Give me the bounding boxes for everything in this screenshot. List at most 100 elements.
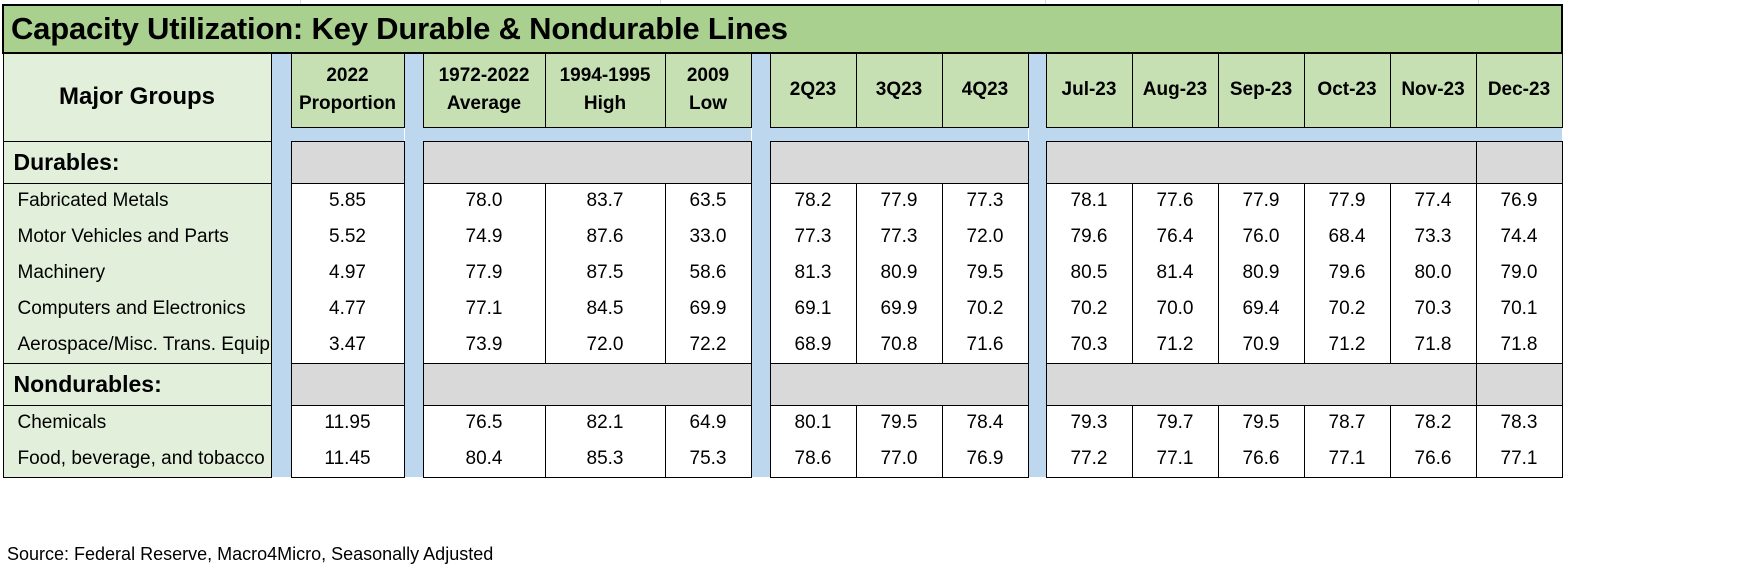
value-cell: 58.6 [664,255,752,291]
spacer-column [751,291,770,327]
sheet-gridline [300,0,301,4]
value-cell: 84.5 [544,291,666,327]
section-label-durables: Durables: [2,140,272,184]
value-cell: 79.6 [1303,255,1391,291]
row-label: Food, beverage, and tobacco [2,441,272,478]
value-cell: 80.0 [1389,255,1477,291]
capacity-utilization-table: Capacity Utilization: Key Durable & Nond… [2,4,1563,478]
spacer-column [751,441,770,477]
value-cell: 78.2 [1389,404,1477,441]
section-fill [290,362,405,406]
sheet-gridline [660,0,661,4]
value-cell: 77.9 [1217,182,1305,219]
table-row: Chemicals 11.95 76.5 82.1 64.9 80.1 79.5 78.4 79… [2,404,1563,441]
spacer-column [271,183,291,219]
spacer-column [751,327,770,363]
header-low: 2009 Low [664,52,752,128]
value-cell: 80.9 [1217,255,1305,291]
value-cell: 76.0 [1217,219,1305,255]
row-label: Fabricated Metals [2,182,272,219]
value-cell: 79.7 [1131,404,1219,441]
table-row: Motor Vehicles and Parts 5.52 74.9 87.6 33.0… [2,219,1563,255]
table-title: Capacity Utilization: Key Durable & Nond… [2,4,1563,54]
spacer-row [1390,127,1476,141]
spacer-column [271,441,291,477]
value-cell: 69.9 [855,291,943,327]
spacer-column [1028,291,1046,327]
table-row: Aerospace/Misc. Trans. Equip 3.47 73.9 72.0… [2,327,1563,364]
value-cell: 77.9 [422,255,546,291]
value-cell: 83.7 [544,182,666,219]
spacer-column [751,405,770,441]
spacer-row [1132,127,1218,141]
value-cell: 73.3 [1389,219,1477,255]
section-fill [290,140,405,184]
spacer-column [404,441,423,477]
value-cell: 68.9 [769,327,857,364]
value-cell: 70.3 [1045,327,1133,364]
value-cell: 77.3 [855,219,943,255]
spacer-column [1028,327,1046,363]
spacer-row [1476,127,1562,141]
value-cell: 71.2 [1131,327,1219,364]
value-cell: 70.8 [855,327,943,364]
row-label: Computers and Electronics [2,291,272,327]
value-cell: 5.52 [290,219,405,255]
section-fill [422,362,752,406]
value-cell: 69.9 [664,291,752,327]
spacer-column [751,183,770,219]
spacer-column [271,255,291,291]
spacer-column [1028,219,1046,255]
spacer-column [404,327,423,363]
row-label: Motor Vehicles and Parts [2,219,272,255]
value-cell: 79.3 [1045,404,1133,441]
value-cell: 85.3 [544,441,666,478]
section-fill [422,140,752,184]
value-cell: 64.9 [664,404,752,441]
major-groups-header: Major Groups [2,52,272,142]
value-cell: 77.3 [769,219,857,255]
spacer-row [1562,127,1563,141]
value-cell: 80.5 [1045,255,1133,291]
header-high: 1994-1995 High [544,52,666,128]
value-cell: 80.1 [769,404,857,441]
value-cell: 79.5 [941,255,1029,291]
value-cell: 63.5 [664,182,752,219]
section-fill [1045,362,1477,406]
header-proportion: 2022 Proportion [290,52,405,128]
spacer-column [1028,405,1046,441]
spacer-row [942,127,1028,141]
sheet-gridline [1478,0,1479,4]
spacer-column [271,405,291,441]
value-cell: 71.2 [1303,327,1391,364]
spacer-column [1028,53,1046,141]
value-cell: 70.3 [1389,291,1477,327]
header-nov-23: Nov-23 [1389,52,1477,128]
value-cell: 74.9 [422,219,546,255]
spacer-column [404,183,423,219]
value-cell: 75.3 [664,441,752,478]
value-cell: 68.4 [1303,219,1391,255]
spacer-column [751,219,770,255]
section-fill [769,140,1029,184]
value-cell: 77.1 [1303,441,1391,478]
value-cell: 79.5 [1217,404,1305,441]
value-cell: 77.1 [1475,441,1563,478]
spacer-column [1028,441,1046,477]
value-cell: 76.6 [1217,441,1305,478]
spacer-column [404,405,423,441]
spacer-column [751,141,770,183]
value-cell: 76.6 [1389,441,1477,478]
spacer-row [545,127,665,141]
spacer-column [271,363,291,405]
value-cell: 80.4 [422,441,546,478]
spacer-column [404,219,423,255]
spacer-column [271,141,291,183]
spacer-column [404,291,423,327]
spacer-row [291,127,404,141]
value-cell: 72.0 [544,327,666,364]
value-cell: 74.4 [1475,219,1563,255]
header-oct-23: Oct-23 [1303,52,1391,128]
value-cell: 78.7 [1303,404,1391,441]
header-2q23: 2Q23 [769,52,857,128]
